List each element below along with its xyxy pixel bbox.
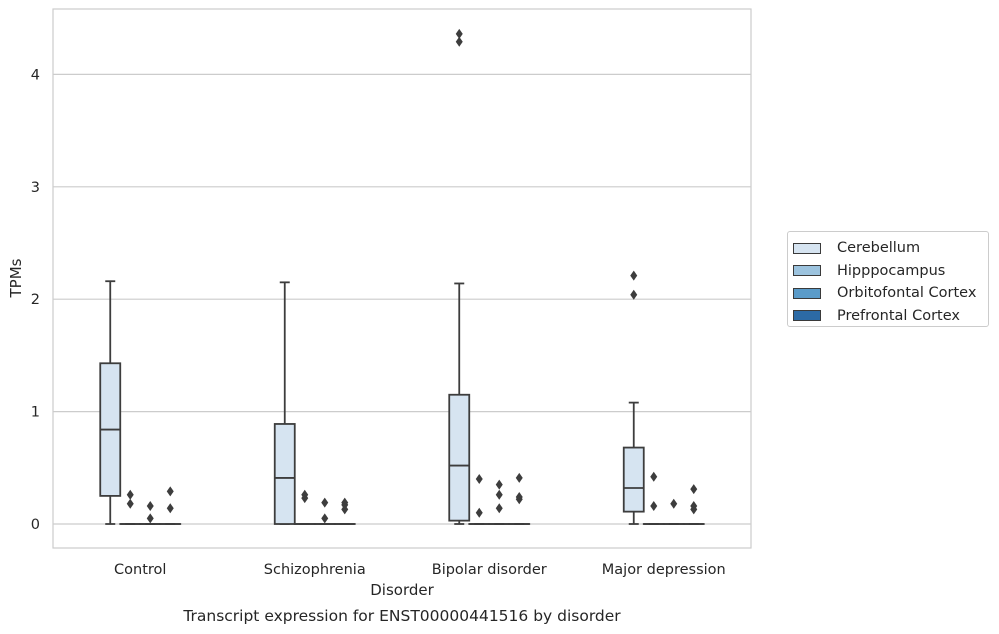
outlier-point xyxy=(495,479,503,490)
outlier-point xyxy=(455,36,463,47)
legend-label: Hipppocampus xyxy=(837,262,946,279)
legend: Cerebellum Hipppocampus Orbitofontal Cor… xyxy=(787,231,989,327)
outlier-point xyxy=(690,484,698,495)
outlier-point xyxy=(341,497,349,508)
outlier-point xyxy=(321,497,329,508)
y-tick-label: 0 xyxy=(31,517,40,533)
box xyxy=(622,446,645,513)
x-axis-ticks: Control Schizophrenia Bipolar disorder Majo… xyxy=(114,562,726,578)
outlier-point xyxy=(126,489,134,500)
outlier-point xyxy=(495,503,503,514)
outlier-point xyxy=(166,486,174,497)
legend-label: Cerebellum xyxy=(837,240,921,257)
outlier-point xyxy=(455,28,463,39)
x-tick-label: Bipolar disorder xyxy=(432,562,547,578)
legend-swatch-hipppocampus xyxy=(793,265,821,277)
outlier-point xyxy=(690,501,698,512)
plot-area xyxy=(52,8,752,549)
outlier-point xyxy=(630,270,638,281)
box-series xyxy=(99,28,705,525)
series-prefrontal-cortex xyxy=(159,472,705,525)
outlier-point xyxy=(146,501,154,512)
legend-label: Orbitofontal Cortex xyxy=(837,285,977,302)
x-tick-label: Schizophrenia xyxy=(264,562,366,578)
box xyxy=(448,393,471,522)
legend-label: Prefrontal Cortex xyxy=(837,307,960,324)
outlier-point xyxy=(515,472,523,483)
series-cerebellum xyxy=(99,28,645,525)
chart-title: Transcript expression for ENST0000044151… xyxy=(182,607,621,625)
outlier-point xyxy=(166,503,174,514)
outlier-point xyxy=(146,513,154,524)
outlier-point xyxy=(650,501,658,512)
outlier-point xyxy=(495,489,503,500)
x-tick-label: Control xyxy=(114,562,166,578)
y-tick-label: 2 xyxy=(31,292,40,308)
y-tick-label: 3 xyxy=(31,180,40,196)
legend-item-orbitofontal-cortex: Orbitofontal Cortex xyxy=(793,282,988,305)
legend-swatch-prefrontal-cortex xyxy=(793,310,821,322)
outlier-point xyxy=(515,492,523,503)
legend-item-cerebellum: Cerebellum xyxy=(793,237,988,260)
series-orbitofontal-cortex xyxy=(139,479,685,525)
x-tick-label: Major depression xyxy=(602,562,726,578)
outlier-point xyxy=(126,498,134,509)
outlier-point xyxy=(650,471,658,482)
y-axis-ticks: 0 1 2 3 4 xyxy=(31,67,40,533)
outlier-point xyxy=(670,498,678,509)
outlier-point xyxy=(475,474,483,485)
box xyxy=(273,423,296,525)
y-axis-label: TPMs xyxy=(7,258,25,298)
legend-swatch-orbitofontal-cortex xyxy=(793,287,821,299)
y-tick-label: 4 xyxy=(31,67,40,83)
x-axis-label: Disorder xyxy=(370,581,434,599)
legend-swatch-cerebellum xyxy=(793,242,821,254)
outlier-point xyxy=(475,507,483,518)
series-hipppocampus xyxy=(119,471,665,525)
y-tick-label: 1 xyxy=(31,405,40,421)
legend-item-hipppocampus: Hipppocampus xyxy=(793,260,988,283)
outlier-point xyxy=(630,289,638,300)
outlier-point xyxy=(321,513,329,524)
outlier-point xyxy=(301,489,309,500)
legend-item-prefrontal-cortex: Prefrontal Cortex xyxy=(793,305,988,328)
